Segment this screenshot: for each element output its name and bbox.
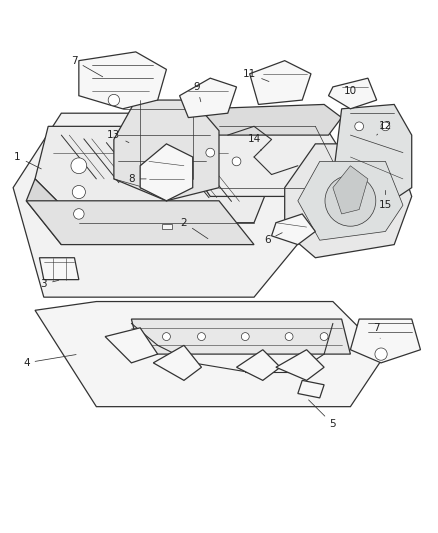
Polygon shape: [35, 126, 272, 223]
Bar: [162, 224, 172, 229]
Text: 9: 9: [194, 82, 201, 102]
Polygon shape: [350, 319, 420, 363]
Polygon shape: [298, 381, 324, 398]
Text: 7: 7: [71, 55, 102, 77]
Polygon shape: [35, 302, 385, 407]
Circle shape: [285, 333, 293, 341]
Polygon shape: [105, 328, 158, 363]
Polygon shape: [333, 104, 412, 205]
Text: 7: 7: [373, 323, 380, 338]
Polygon shape: [131, 319, 350, 354]
Polygon shape: [285, 144, 412, 258]
Polygon shape: [79, 52, 166, 109]
Text: 14: 14: [247, 134, 261, 150]
Text: 4: 4: [23, 354, 76, 368]
Polygon shape: [201, 104, 342, 135]
Text: 3: 3: [40, 279, 59, 289]
Polygon shape: [26, 179, 79, 245]
Text: 2: 2: [180, 217, 208, 239]
Text: 6: 6: [264, 233, 282, 245]
Circle shape: [162, 333, 170, 341]
Circle shape: [355, 122, 364, 131]
Polygon shape: [193, 118, 342, 197]
Text: 5: 5: [308, 400, 336, 429]
Text: 10: 10: [344, 86, 357, 96]
Circle shape: [206, 148, 215, 157]
Circle shape: [72, 185, 85, 199]
Text: 1: 1: [14, 152, 41, 169]
Polygon shape: [180, 78, 237, 118]
Circle shape: [325, 175, 376, 226]
Polygon shape: [328, 78, 377, 109]
Circle shape: [381, 122, 390, 131]
Circle shape: [241, 333, 249, 341]
Text: 15: 15: [379, 190, 392, 210]
Circle shape: [71, 158, 87, 174]
Polygon shape: [13, 113, 315, 297]
Polygon shape: [39, 258, 79, 280]
Polygon shape: [153, 345, 201, 381]
Polygon shape: [237, 350, 280, 381]
Text: 12: 12: [377, 122, 392, 135]
Circle shape: [375, 348, 387, 360]
Text: 13: 13: [107, 130, 129, 143]
Polygon shape: [140, 144, 193, 201]
Polygon shape: [298, 161, 403, 240]
Polygon shape: [333, 166, 368, 214]
Polygon shape: [250, 61, 311, 104]
Circle shape: [74, 209, 84, 219]
Circle shape: [198, 333, 205, 341]
Text: 8: 8: [128, 174, 146, 184]
Circle shape: [108, 94, 120, 106]
Polygon shape: [26, 201, 254, 245]
Polygon shape: [114, 100, 219, 201]
Text: 11: 11: [243, 69, 269, 82]
Polygon shape: [276, 350, 324, 381]
Circle shape: [320, 333, 328, 341]
Polygon shape: [272, 214, 315, 245]
Circle shape: [232, 157, 241, 166]
